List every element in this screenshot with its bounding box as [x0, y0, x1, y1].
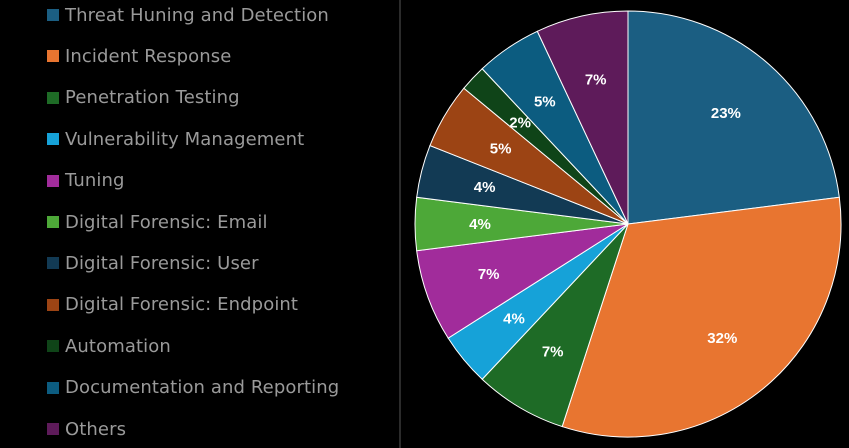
divider — [399, 0, 401, 448]
legend-swatch — [47, 91, 59, 104]
legend-label: Penetration Testing — [65, 87, 240, 109]
slice-percent-label: 32% — [707, 330, 737, 347]
legend-swatch — [47, 133, 59, 146]
legend-swatch — [47, 9, 59, 21]
legend-label: Incident Response — [65, 45, 232, 67]
legend-swatch — [47, 298, 59, 311]
pie-slice — [561, 196, 842, 438]
slice-percent-label: 7% — [542, 343, 564, 360]
legend-swatch — [47, 340, 59, 353]
legend-item: Vulnerability Management — [47, 127, 304, 151]
legend-label: Digital Forensic: Email — [65, 211, 268, 233]
slice-percent-label: 23% — [711, 105, 741, 122]
legend-swatch — [47, 257, 59, 270]
chart-legend: Threat Huning and Detection Incident Resp… — [0, 0, 400, 448]
pie-slice — [536, 10, 629, 225]
legend-label: Documentation and Reporting — [65, 377, 340, 399]
slice-percent-label: 7% — [478, 266, 500, 283]
legend-item: Digital Forensic: Endpoint — [47, 293, 298, 317]
legend-label: Vulnerability Management — [65, 128, 305, 150]
legend-item: Others — [47, 417, 126, 441]
legend-item: Documentation and Reporting — [47, 376, 339, 400]
pie-slice — [627, 10, 840, 225]
legend-swatch — [47, 381, 59, 394]
slice-percent-label: 5% — [534, 94, 556, 111]
pie-labels: 23%32%7%4%7%4%4%5%2%5%7% — [469, 72, 741, 361]
slice-percent-label: 5% — [490, 141, 512, 158]
slice-percent-label: 4% — [503, 310, 525, 327]
legend-swatch — [47, 174, 59, 187]
legend-item: Digital Forensic: User — [47, 251, 259, 275]
legend-label: Digital Forensic: Endpoint — [65, 294, 299, 316]
legend-label: Others — [65, 418, 127, 440]
legend-label: Threat Huning and Detection — [65, 4, 329, 26]
legend-swatch — [47, 423, 59, 435]
legend-label: Tuning — [65, 170, 125, 192]
legend-item: Tuning — [47, 169, 125, 193]
slice-percent-label: 2% — [509, 115, 531, 132]
slice-percent-label: 7% — [585, 72, 607, 89]
pie-slices — [414, 10, 842, 438]
legend-item: Penetration Testing — [47, 86, 240, 110]
legend-item: Incident Response — [47, 44, 231, 68]
legend-label: Digital Forensic: User — [65, 252, 259, 274]
slice-percent-label: 4% — [474, 179, 496, 196]
slice-percent-label: 4% — [469, 216, 491, 233]
legend-item: Digital Forensic: Email — [47, 210, 268, 234]
legend-label: Automation — [65, 335, 171, 357]
legend-item: Threat Huning and Detection — [47, 3, 329, 27]
legend-item: Automation — [47, 334, 171, 358]
legend-swatch — [47, 50, 59, 63]
legend-swatch — [47, 216, 59, 228]
